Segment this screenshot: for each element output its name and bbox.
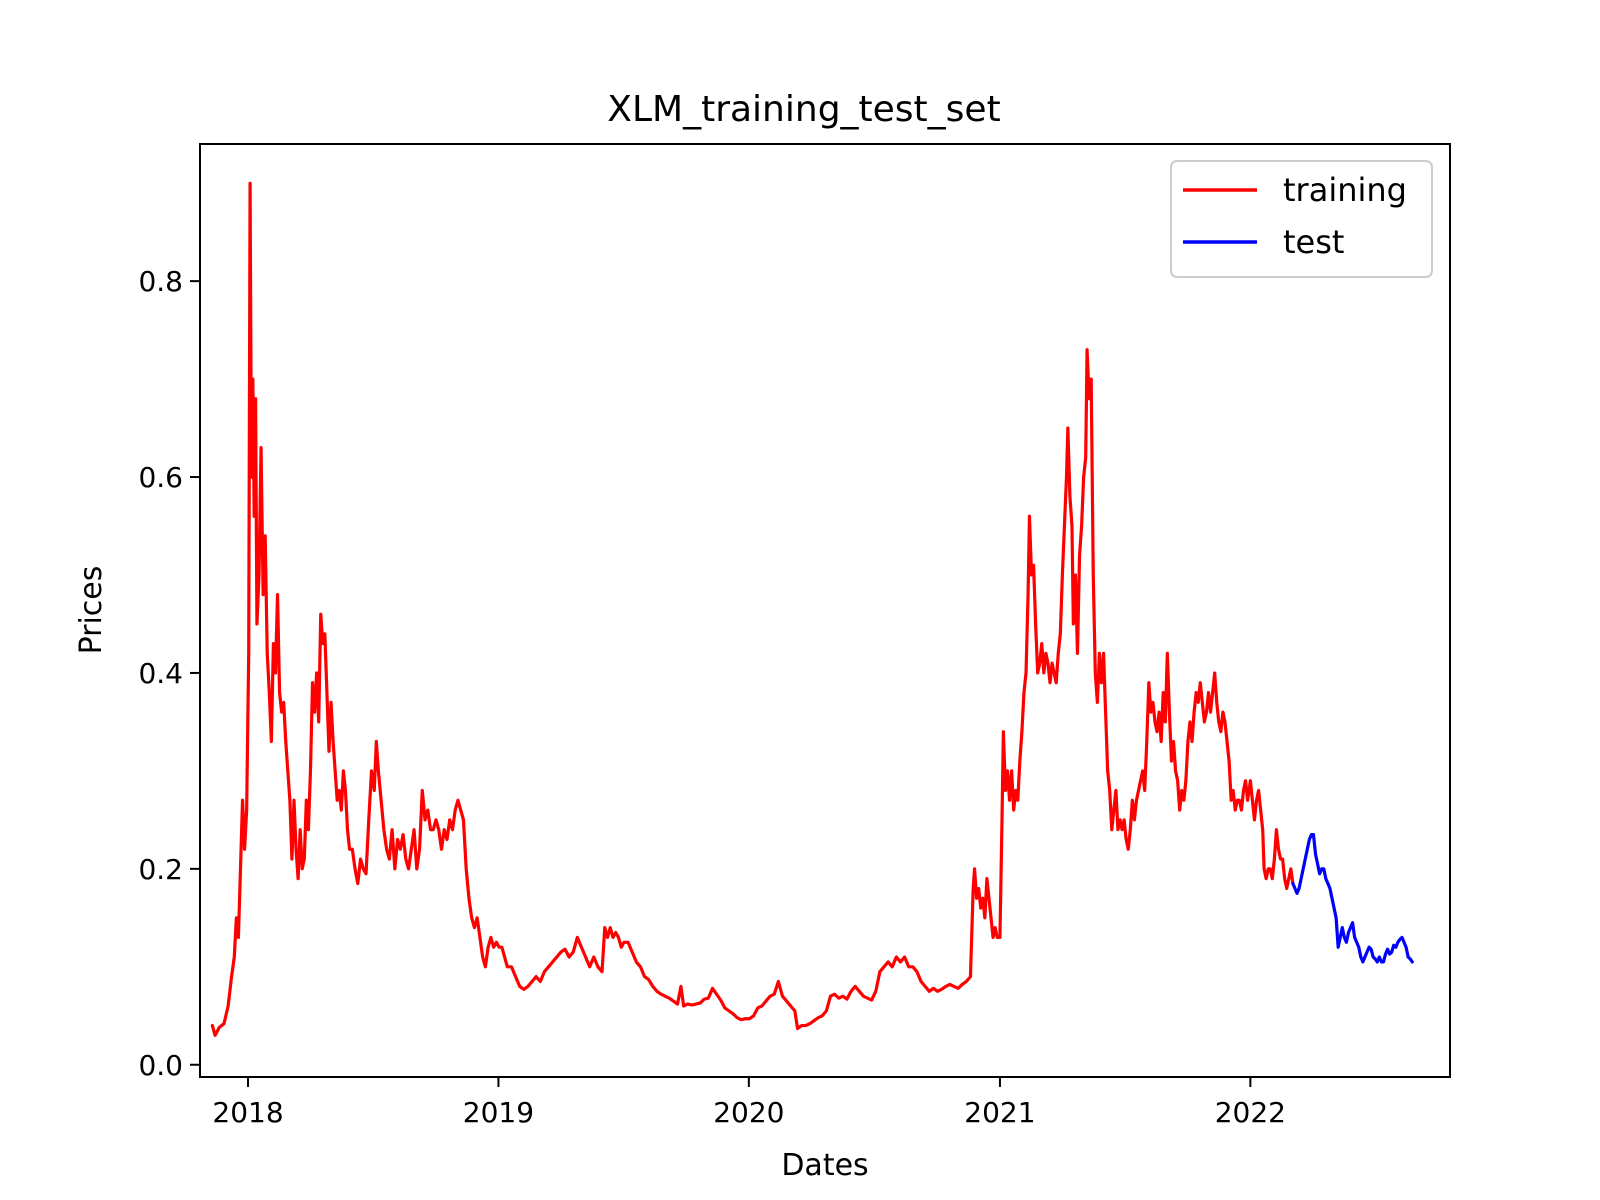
x-tick-label: 2022 — [1215, 1096, 1286, 1129]
y-axis: 0.0 0.2 0.4 0.6 0.8 — [138, 265, 200, 1082]
y-tick-label: 0.4 — [138, 657, 183, 690]
y-tick-label: 0.2 — [138, 853, 183, 886]
legend-label-training: training — [1283, 171, 1407, 209]
series-line-training — [210, 181, 1295, 1037]
y-tick-label: 0.6 — [138, 461, 183, 494]
plot-area-frame — [199, 143, 1451, 1078]
series-line-test — [1291, 832, 1414, 964]
x-axis-label: Dates — [781, 1148, 868, 1183]
x-axis: 2018 2019 2020 2021 2022 — [212, 1077, 1286, 1129]
x-tick-label: 2020 — [713, 1096, 784, 1129]
x-tick-label: 2018 — [212, 1096, 283, 1129]
y-tick-label: 0.8 — [138, 265, 183, 298]
y-axis-label: Prices — [74, 566, 109, 655]
legend-label-test: test — [1283, 223, 1344, 261]
legend: training test — [1170, 160, 1433, 278]
chart-title: XLM_training_test_set — [607, 89, 1000, 130]
series-layer — [210, 181, 1414, 1037]
x-tick-label: 2021 — [964, 1096, 1035, 1129]
y-tick-label: 0.0 — [138, 1049, 183, 1082]
x-tick-label: 2019 — [463, 1096, 534, 1129]
